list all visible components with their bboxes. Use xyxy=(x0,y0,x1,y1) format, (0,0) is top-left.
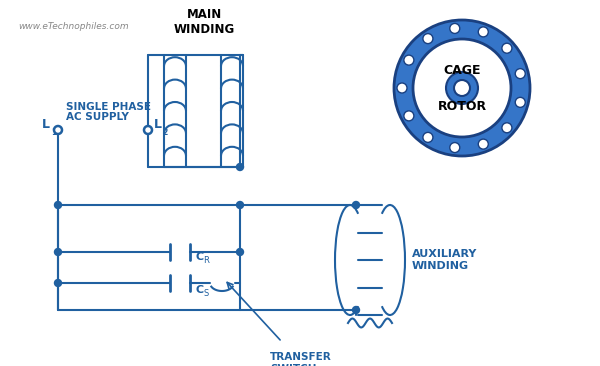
Text: AC SUPPLY: AC SUPPLY xyxy=(66,112,129,122)
Circle shape xyxy=(446,72,478,104)
Circle shape xyxy=(450,143,460,153)
Circle shape xyxy=(144,126,152,134)
Circle shape xyxy=(502,43,512,53)
Text: C: C xyxy=(195,285,203,295)
Circle shape xyxy=(55,280,62,287)
Circle shape xyxy=(404,111,414,121)
Circle shape xyxy=(394,20,530,156)
Text: MAIN
WINDING: MAIN WINDING xyxy=(173,8,235,36)
Text: 1: 1 xyxy=(51,128,56,137)
Text: R: R xyxy=(203,256,209,265)
Text: www.eTechnophiles.com: www.eTechnophiles.com xyxy=(18,22,128,31)
Text: ROTOR: ROTOR xyxy=(437,100,487,112)
Circle shape xyxy=(236,249,244,255)
Circle shape xyxy=(413,39,511,137)
Text: TRANSFER
SWITCH: TRANSFER SWITCH xyxy=(270,352,332,366)
Circle shape xyxy=(353,202,359,209)
Text: C: C xyxy=(195,252,203,262)
Circle shape xyxy=(353,306,359,314)
Circle shape xyxy=(450,23,460,33)
Text: 2: 2 xyxy=(162,128,167,137)
Circle shape xyxy=(423,132,433,142)
Text: S: S xyxy=(203,289,208,298)
Circle shape xyxy=(478,27,488,37)
Text: AUXILIARY
WINDING: AUXILIARY WINDING xyxy=(412,249,478,271)
Circle shape xyxy=(55,249,62,255)
Circle shape xyxy=(515,97,525,107)
Circle shape xyxy=(478,139,488,149)
Circle shape xyxy=(515,69,525,79)
Circle shape xyxy=(54,126,62,134)
Circle shape xyxy=(502,123,512,133)
Circle shape xyxy=(404,55,414,65)
Text: SINGLE PHASE: SINGLE PHASE xyxy=(66,102,151,112)
Circle shape xyxy=(236,164,244,171)
Circle shape xyxy=(454,80,470,96)
Circle shape xyxy=(55,202,62,209)
Text: CAGE: CAGE xyxy=(443,63,481,76)
Text: L: L xyxy=(154,118,162,131)
Circle shape xyxy=(397,83,407,93)
Circle shape xyxy=(236,202,244,209)
Circle shape xyxy=(423,34,433,44)
Text: L: L xyxy=(42,118,50,131)
